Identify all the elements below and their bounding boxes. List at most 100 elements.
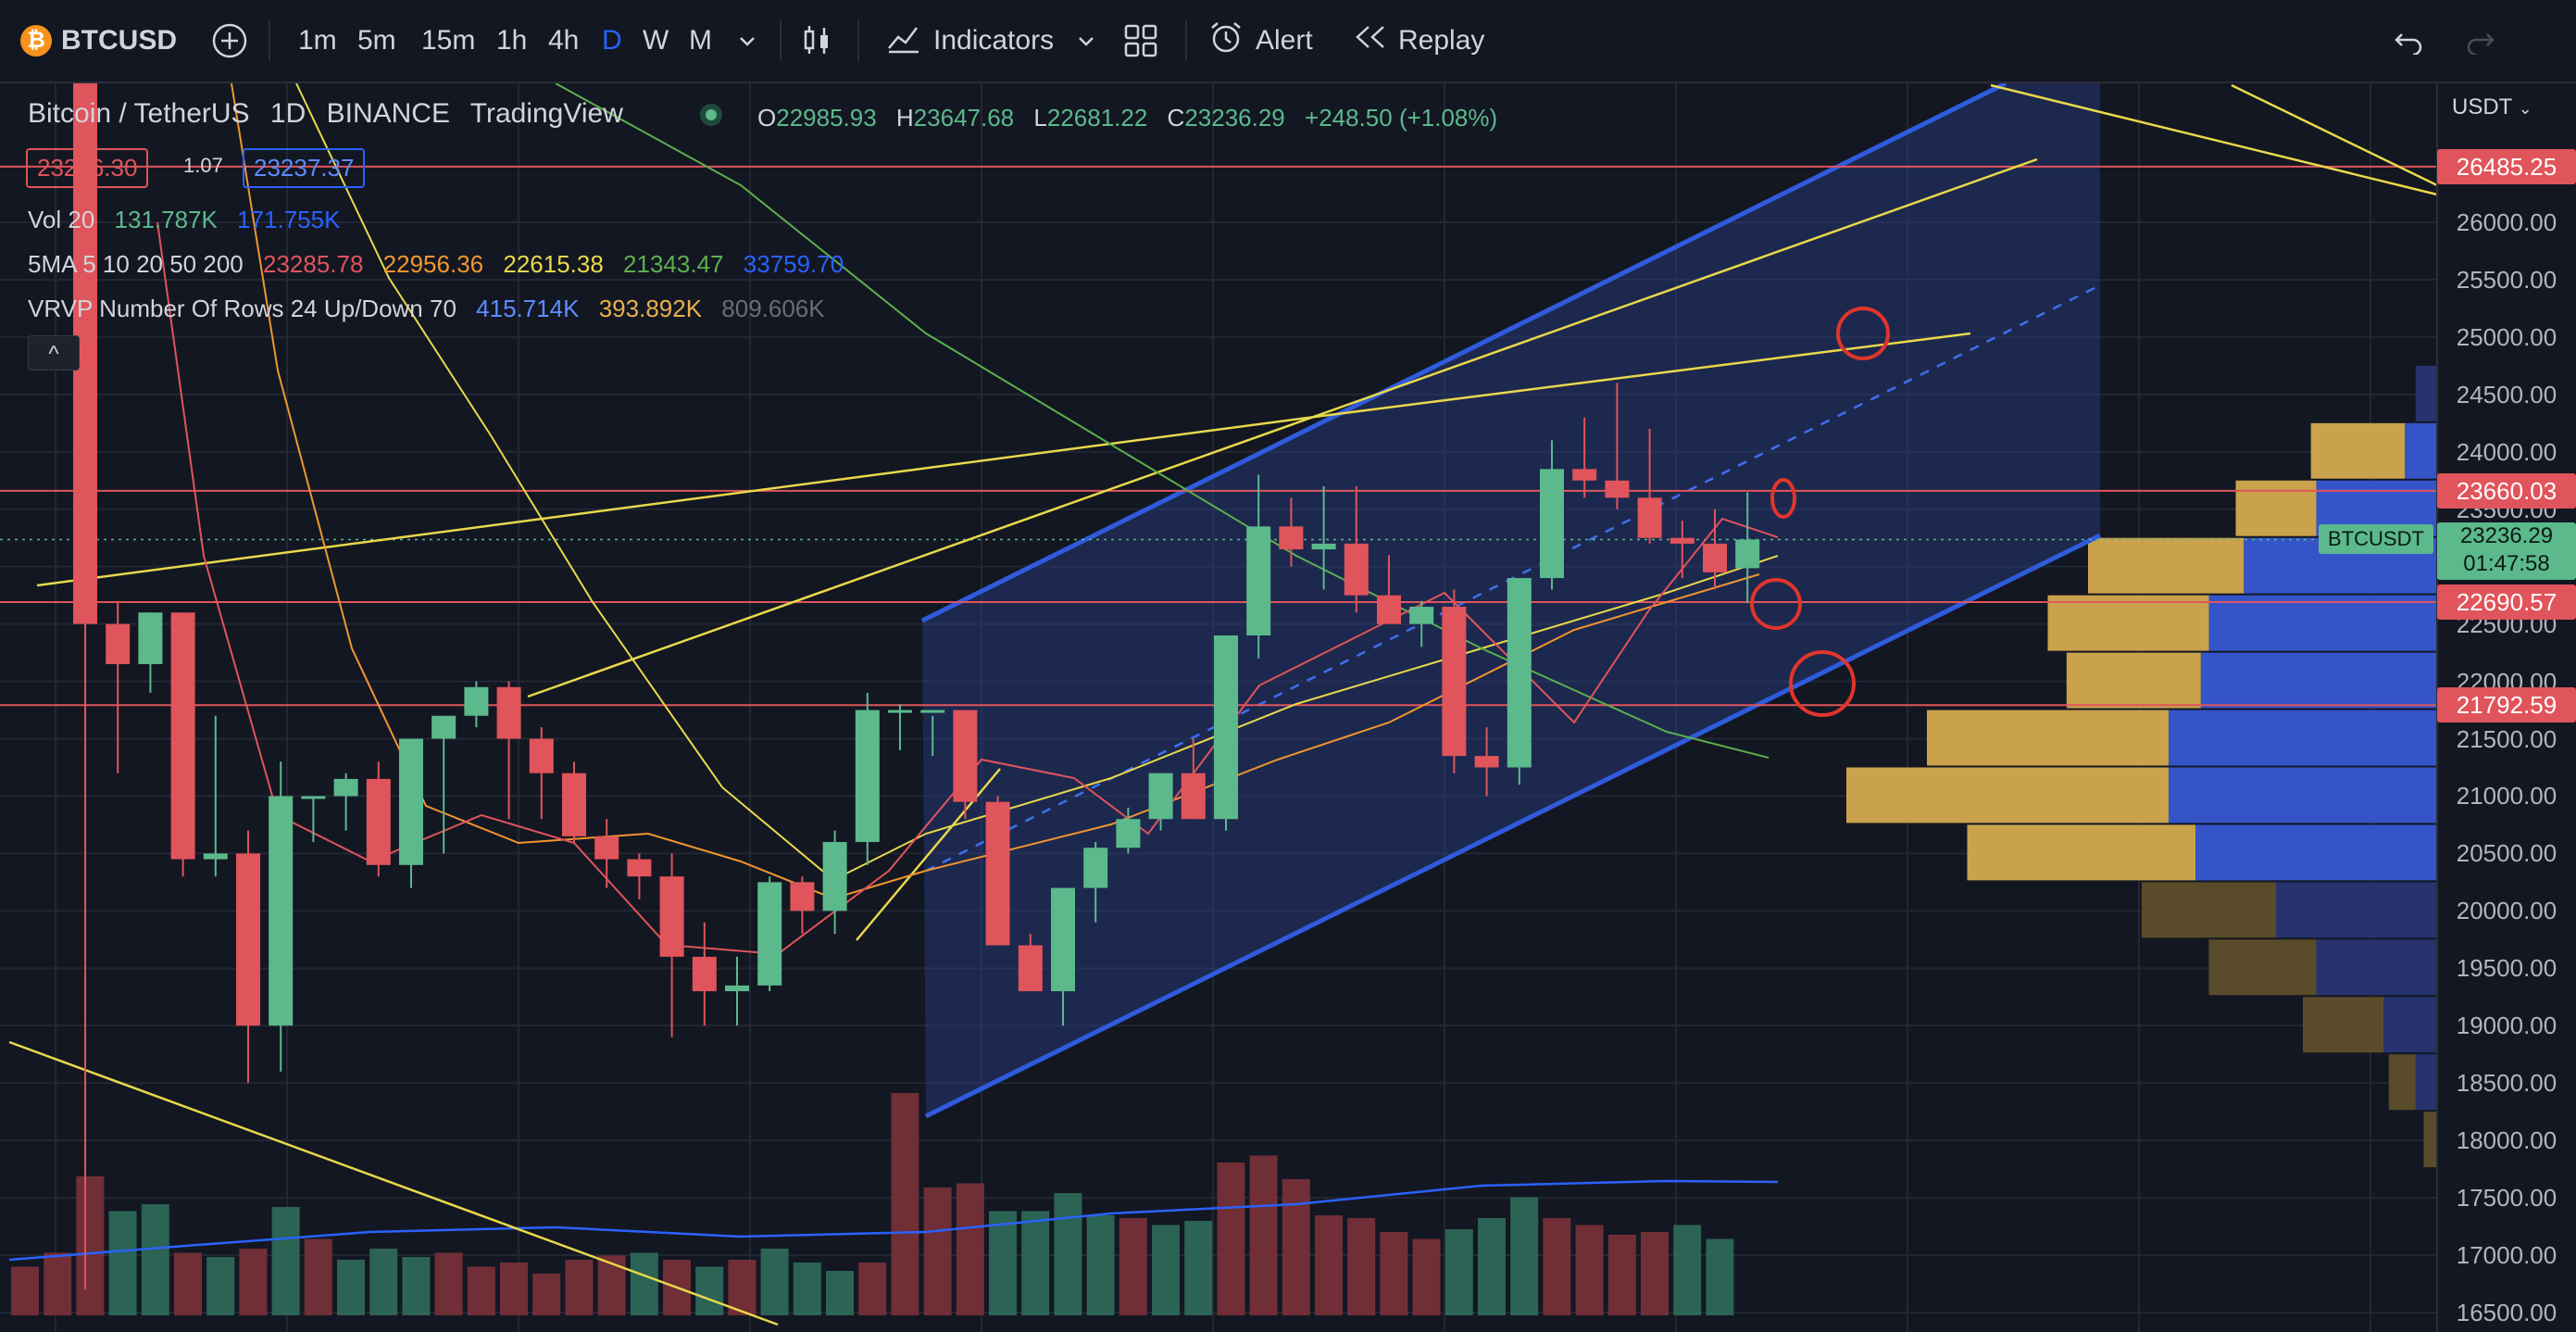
- timeframe-4h[interactable]: 4h: [548, 25, 580, 56]
- layout-grid-icon[interactable]: [1122, 0, 1159, 82]
- symbol-search[interactable]: ₿ BTCUSD: [20, 0, 177, 82]
- candle-down: [1018, 945, 1043, 992]
- bitcoin-icon: ₿: [20, 25, 52, 57]
- level-price-label: 21792.59: [2437, 687, 2576, 723]
- interval-label: 1D: [269, 98, 306, 129]
- vrvp-up-value: 415.714K: [476, 295, 580, 322]
- volume-bar: [239, 1249, 268, 1315]
- volume-bar: [337, 1260, 365, 1315]
- axis-tick-label: 19000.00: [2456, 1012, 2557, 1040]
- symbol-label: BTCUSD: [61, 25, 177, 56]
- volume-bar: [402, 1257, 431, 1315]
- redo-icon[interactable]: [2463, 0, 2496, 82]
- candle-up: [822, 842, 847, 911]
- chevron-down-icon[interactable]: [737, 0, 757, 82]
- timeframe-15m[interactable]: 15m: [421, 25, 476, 56]
- indicators-icon: [885, 20, 922, 61]
- top-toolbar: ₿ BTCUSD 1m 5m 15m 1h 4h D W M Indicator…: [0, 0, 2576, 83]
- candle-up: [757, 882, 782, 986]
- vol-label: Vol 20: [28, 206, 95, 233]
- currency-selector[interactable]: USDT ⌄: [2452, 94, 2532, 120]
- volume-bar: [826, 1271, 854, 1315]
- volume-bar: [1510, 1197, 1539, 1315]
- candle-down: [953, 710, 978, 802]
- timeframe-m[interactable]: M: [689, 25, 712, 56]
- candle-up: [203, 853, 228, 860]
- vrvp-down-value: 393.892K: [598, 295, 703, 322]
- chevron-down-icon[interactable]: [1076, 0, 1096, 82]
- vp-down-bar: [2169, 710, 2437, 766]
- volume-bar: [467, 1266, 495, 1315]
- volume-bar: [1412, 1238, 1441, 1315]
- volume-bar: [1607, 1235, 1636, 1315]
- axis-tick-label: 25000.00: [2456, 322, 2557, 351]
- axis-tick-label: 24500.00: [2456, 380, 2557, 408]
- candle-up: [888, 710, 912, 713]
- compare-add-icon[interactable]: [211, 0, 248, 82]
- candle-down: [1637, 497, 1662, 538]
- volume-bar: [1575, 1225, 1604, 1315]
- volume-bar: [304, 1238, 332, 1315]
- candle-down: [1344, 543, 1369, 596]
- timeframe-d[interactable]: D: [602, 25, 622, 56]
- candle-down: [627, 859, 652, 877]
- candle-down: [1605, 480, 1630, 498]
- volume-bar: [108, 1211, 137, 1315]
- chevron-down-icon: ⌄: [2518, 99, 2532, 118]
- market-status-icon: [700, 104, 722, 126]
- axis-tick-label: 17000.00: [2456, 1241, 2557, 1270]
- candle-up: [431, 715, 456, 739]
- ma-label: 5MA 5 10 20 50 200: [28, 250, 244, 278]
- undo-icon[interactable]: [2393, 0, 2426, 82]
- volume-bar: [1282, 1179, 1310, 1315]
- axis-tick-label: 26000.00: [2456, 208, 2557, 236]
- timeframe-5m[interactable]: 5m: [357, 25, 396, 56]
- volume-bar: [1444, 1229, 1473, 1315]
- candle-up: [1507, 578, 1532, 768]
- timeframe-1m[interactable]: 1m: [298, 25, 337, 56]
- axis-tick-label: 24000.00: [2456, 437, 2557, 466]
- candle-up: [1083, 848, 1108, 888]
- buy-button[interactable]: 23237.37: [243, 148, 366, 188]
- candle-up: [1409, 607, 1434, 624]
- candle-down: [1703, 543, 1727, 572]
- sell-button[interactable]: 23236.30: [26, 148, 149, 188]
- indicators-button[interactable]: Indicators: [885, 0, 1054, 82]
- volume-bar: [1641, 1232, 1669, 1315]
- candle-down: [790, 882, 815, 911]
- ma50-value: 21343.47: [623, 250, 724, 278]
- collapse-legend-button[interactable]: ^: [28, 335, 80, 371]
- volume-profile: [1846, 365, 2437, 1168]
- alarm-clock-icon: [1207, 19, 1244, 63]
- volume-bar: [1119, 1218, 1147, 1315]
- volume-bar: [1478, 1218, 1506, 1315]
- volume-bar: [76, 1176, 105, 1315]
- vp-up-bar: [2303, 997, 2383, 1053]
- vp-down-bar: [2276, 882, 2437, 938]
- axis-tick-label: 19500.00: [2456, 954, 2557, 983]
- volume-bar: [532, 1274, 561, 1315]
- axis-tick-label: 21000.00: [2456, 782, 2557, 811]
- volume-bar: [597, 1255, 626, 1315]
- open-value: 22985.93: [776, 104, 877, 132]
- vp-up-bar: [2208, 939, 2317, 996]
- alert-button[interactable]: Alert: [1207, 0, 1313, 82]
- volume-bar: [793, 1263, 821, 1315]
- candle-down: [1474, 756, 1499, 768]
- vp-up-bar: [2142, 882, 2276, 938]
- rewind-icon: [1354, 23, 1387, 58]
- spread-value: 1.07: [183, 154, 223, 177]
- candle-up: [269, 796, 294, 1026]
- ma50-line: [555, 83, 1769, 759]
- annotation-circle: [1770, 478, 1796, 519]
- volume-bar: [565, 1260, 594, 1315]
- channel-mid-line: [925, 283, 2101, 873]
- replay-button[interactable]: Replay: [1354, 0, 1484, 82]
- candle-up: [1246, 526, 1271, 636]
- volume-bar: [1184, 1221, 1213, 1315]
- candles-style-icon[interactable]: [800, 0, 833, 82]
- timeframe-1h[interactable]: 1h: [496, 25, 528, 56]
- candle-up: [1116, 819, 1141, 848]
- candle-up: [1735, 539, 1760, 569]
- timeframe-w[interactable]: W: [643, 25, 669, 56]
